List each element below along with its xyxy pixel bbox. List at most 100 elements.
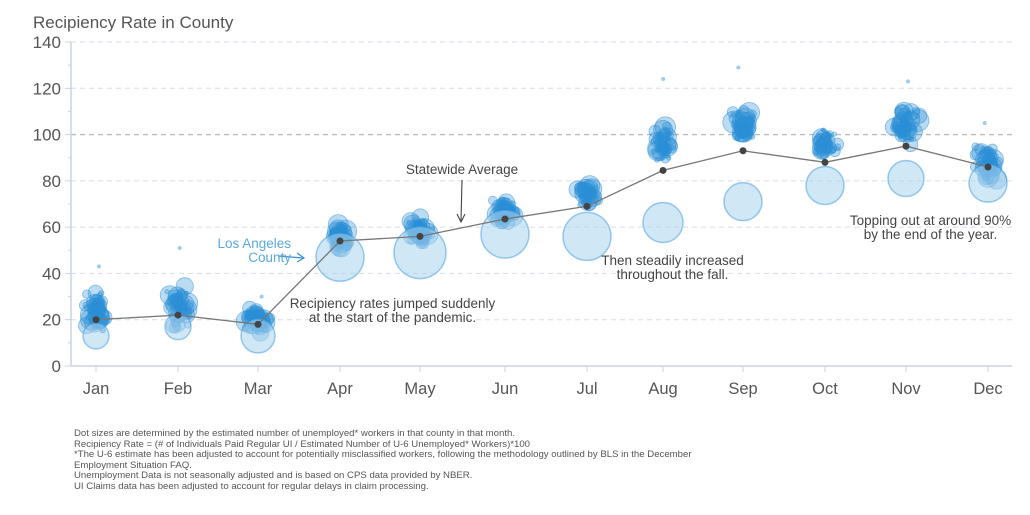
county-bubble: [894, 125, 908, 139]
statewide-point: [174, 311, 182, 319]
statewide-point: [821, 158, 829, 166]
county-bubble: [820, 132, 830, 142]
gridlines: [71, 41, 1012, 321]
county-bubble: [911, 107, 928, 124]
annotation-jump-line2: at the start of the pandemic.: [308, 310, 477, 325]
la-county-bubble: [887, 159, 925, 198]
county-bubble-outlier: [736, 65, 741, 70]
annotation-jump: Recipiency rates jumped suddenly at the …: [280, 297, 505, 325]
x-tick-label: Aug: [648, 380, 677, 398]
y-tick-label: 60: [42, 218, 61, 237]
x-tick-label: Jan: [83, 380, 110, 398]
y-tick-label: 20: [42, 311, 61, 330]
footnote-line: UI Claims data has been adjusted to acco…: [74, 480, 429, 492]
county-bubbles: [78, 65, 1007, 342]
x-tick-label: Dec: [973, 380, 1002, 398]
statewide-point: [739, 147, 747, 155]
statewide-point: [92, 316, 100, 324]
county-bubble: [731, 111, 754, 134]
county-bubble-outlier: [259, 294, 264, 299]
annotation-la-county: Los Angeles County: [205, 237, 291, 265]
x-tick-label: Mar: [244, 380, 273, 398]
footnote-line: Unemployment Data is not seasonally adju…: [74, 470, 473, 482]
county-bubble-outlier: [820, 127, 825, 132]
county-bubble: [653, 119, 673, 140]
county-bubble: [582, 192, 587, 198]
la-county-bubble: [562, 211, 612, 262]
la-arrow-line: [277, 255, 304, 259]
statewide-point: [254, 320, 262, 328]
county-bubble: [818, 140, 824, 146]
county-bubble: [499, 197, 506, 204]
statewide-point: [659, 166, 667, 174]
county-bubble-outlier: [982, 121, 987, 125]
y-tick-label: 80: [42, 172, 61, 191]
annotation-fall-line1: Then steadily increased: [601, 253, 744, 268]
county-bubble: [183, 290, 189, 296]
county-bubble: [662, 126, 668, 132]
county-bubble: [817, 144, 827, 154]
la-county-bubble: [805, 165, 845, 206]
statewide-point: [583, 202, 591, 210]
y-tick-label: 0: [52, 357, 61, 376]
annotation-arrows: [277, 179, 466, 263]
county-bubble: [175, 277, 194, 296]
county-bubble: [893, 111, 913, 131]
footnote-line: Dot sizes are determined by the estimate…: [74, 428, 516, 439]
county-bubble: [170, 294, 176, 301]
county-bubble: [662, 150, 671, 159]
county-bubble: [656, 134, 663, 140]
county-bubble: [814, 150, 820, 156]
annotation-top-line2: by the end of the year.: [863, 227, 998, 242]
county-bubble-outlier: [661, 77, 666, 82]
la-county-bubbles: [82, 159, 1008, 354]
footnotes: Dot sizes are determined by the estimate…: [74, 428, 692, 493]
x-tick-label: Apr: [327, 380, 353, 398]
county-bubble: [985, 152, 996, 163]
county-bubble: [91, 306, 100, 315]
x-tick-label: Jul: [576, 380, 597, 398]
y-tick-label: 40: [42, 264, 61, 283]
la-county-bubble: [82, 322, 110, 350]
county-bubble: [411, 208, 430, 227]
x-tick-label: Feb: [164, 380, 192, 398]
annotation-jump-line1: Recipiency rates jumped suddenly: [289, 296, 496, 311]
county-bubble-outlier: [906, 79, 911, 84]
county-bubble: [905, 109, 912, 115]
x-tick-label: Sep: [728, 380, 757, 398]
statewide-point: [336, 237, 344, 245]
statewide-point: [984, 163, 992, 171]
axes: 0 20 40 60 80 100 120 140 Jan Feb Mar Apr May Jun Jul A…: [33, 33, 1012, 398]
la-county-bubble: [393, 225, 447, 280]
county-bubble: [897, 129, 906, 138]
annotation-statewide-line1: Statewide Average: [405, 162, 519, 177]
county-bubble: [97, 298, 104, 304]
county-bubble: [159, 285, 180, 306]
county-bubble: [738, 105, 750, 116]
la-county-bubble: [642, 201, 684, 244]
y-tick-label: 120: [33, 79, 61, 98]
county-bubble: [821, 141, 834, 154]
statewide-line: [95, 145, 989, 325]
footnote-line: *The U-6 estimate has been adjusted to a…: [74, 449, 692, 461]
statewide-arrow-head: [456, 213, 466, 224]
la-arrow-head: [296, 252, 306, 263]
y-tick-label: 100: [33, 126, 61, 145]
county-bubble: [662, 121, 672, 131]
county-bubble: [722, 110, 746, 134]
county-bubble-outlier: [97, 264, 102, 269]
county-bubble: [654, 156, 661, 163]
statewide-point: [902, 142, 910, 150]
county-bubble: [338, 224, 346, 233]
county-bubble: [589, 190, 595, 196]
statewide-point: [501, 215, 509, 223]
footnote-line: Recipiency Rate = (# of Individuals Paid…: [74, 438, 530, 450]
x-tick-label: Oct: [812, 380, 838, 398]
annotation-statewide: Statewide Average: [395, 163, 529, 177]
county-bubble: [87, 284, 104, 301]
annotation-la-line2: County: [248, 250, 291, 265]
la-county-bubble: [723, 181, 763, 222]
annotation-fall-line2: throughout the fall.: [616, 267, 729, 282]
annotation-la-line1: Los Angeles: [217, 236, 291, 251]
